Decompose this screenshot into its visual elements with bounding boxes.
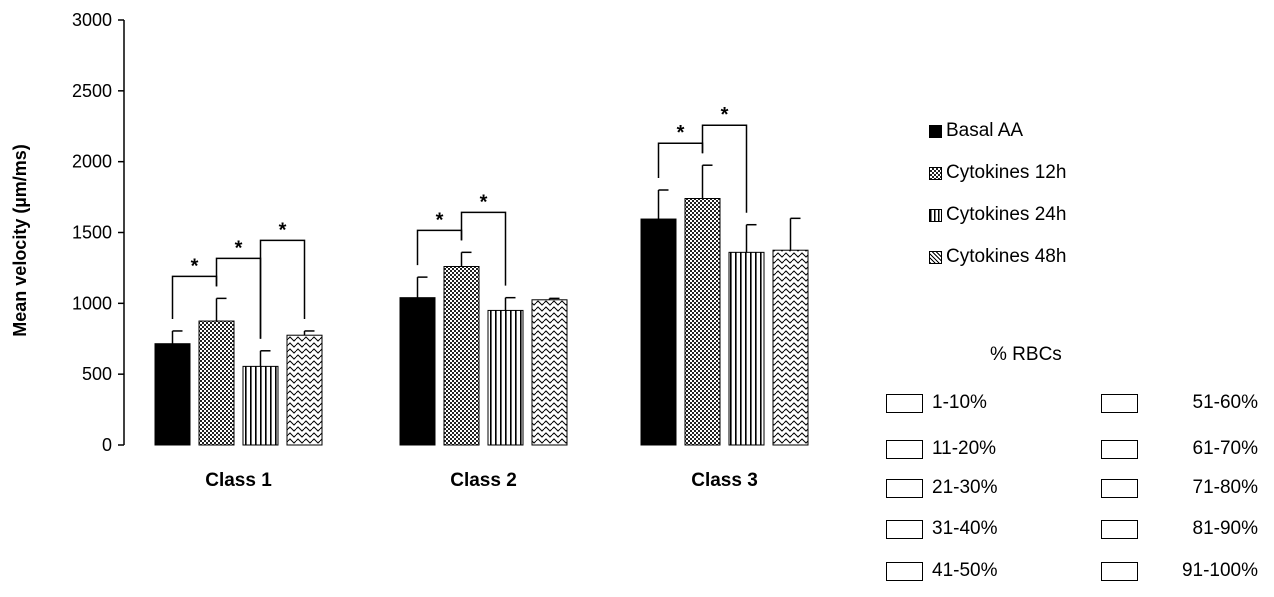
significance-star: * bbox=[235, 237, 243, 259]
rbc-range-label: 21-30% bbox=[932, 477, 998, 498]
legend-item: Cytokines 12h bbox=[929, 152, 1066, 194]
legend-swatch bbox=[929, 250, 942, 264]
rbc-range-label: 71-80% bbox=[1192, 477, 1259, 498]
legend-label: Basal AA bbox=[946, 120, 1024, 141]
significance-bracket bbox=[657, 142, 704, 178]
y-axis-label: Mean velocity (µm/ms) bbox=[10, 144, 30, 336]
bar-cytokines-48h-class-1 bbox=[286, 334, 323, 446]
legend-swatch bbox=[929, 124, 942, 138]
significance-bracket bbox=[701, 124, 748, 213]
bar-cytokines-12h-class-1 bbox=[198, 320, 235, 446]
significance-bracket bbox=[460, 211, 507, 286]
legend-swatch bbox=[929, 166, 942, 180]
bar-cytokines-48h-class-3 bbox=[772, 249, 809, 446]
rbc-range-label: 91-100% bbox=[1181, 560, 1258, 581]
bar-cytokines-12h-class-3 bbox=[684, 198, 721, 446]
rbc-swatch bbox=[886, 440, 923, 459]
rbc-swatch bbox=[886, 520, 923, 539]
rbc-swatch bbox=[1101, 562, 1138, 581]
rbc-range-label: 1-10% bbox=[932, 392, 987, 413]
x-category-label: Class 1 bbox=[205, 470, 272, 491]
y-tick-label: 0 bbox=[102, 435, 112, 455]
rbc-swatch bbox=[1101, 479, 1138, 498]
rbc-range-label: 81-90% bbox=[1192, 518, 1259, 539]
bar-cytokines-48h-class-2 bbox=[531, 299, 568, 446]
x-category-label: Class 2 bbox=[450, 470, 517, 491]
significance-star: * bbox=[191, 255, 199, 277]
bar-cytokines-12h-class-2 bbox=[443, 266, 480, 446]
rbc-range-label: 11-20% bbox=[932, 438, 997, 459]
significance-star: * bbox=[480, 191, 488, 213]
bar-basal-aa-class-2 bbox=[399, 297, 436, 446]
bar-cytokines-24h-class-2 bbox=[487, 309, 524, 446]
rbc-range-label: 31-40% bbox=[932, 518, 998, 539]
significance-bracket bbox=[416, 229, 463, 266]
legend-item: Basal AA bbox=[929, 110, 1066, 152]
significance-bracket bbox=[171, 275, 218, 319]
y-tick-label: 2000 bbox=[72, 152, 112, 172]
y-tick-label: 1000 bbox=[72, 293, 112, 313]
legend-item: Cytokines 48h bbox=[929, 236, 1066, 278]
bar-cytokines-24h-class-1 bbox=[242, 365, 279, 446]
y-tick-label: 3000 bbox=[72, 10, 112, 30]
rbc-swatch bbox=[1101, 520, 1138, 539]
bar-cytokines-24h-class-3 bbox=[728, 251, 765, 446]
rbc-swatch bbox=[886, 394, 923, 413]
significance-star: * bbox=[436, 209, 444, 231]
rbc-swatch bbox=[1101, 394, 1138, 413]
y-tick-label: 500 bbox=[82, 364, 112, 384]
legend-swatch bbox=[929, 208, 942, 222]
legend-item: Cytokines 24h bbox=[929, 194, 1066, 236]
rbc-swatch bbox=[1101, 440, 1138, 459]
y-tick-label: 1500 bbox=[72, 223, 112, 243]
legend-label: Cytokines 48h bbox=[946, 246, 1067, 267]
significance-star: * bbox=[677, 122, 685, 144]
legend-label: Cytokines 24h bbox=[946, 204, 1067, 225]
rbc-range-label: 61-70% bbox=[1192, 438, 1259, 459]
significance-star: * bbox=[279, 219, 287, 241]
x-category-label: Class 3 bbox=[691, 470, 758, 491]
rbc-legend-title: % RBCs bbox=[990, 344, 1062, 365]
rbc-swatch bbox=[886, 562, 923, 581]
bar-basal-aa-class-3 bbox=[640, 218, 677, 446]
rbc-range-label: 41-50% bbox=[932, 560, 998, 581]
significance-star: * bbox=[721, 104, 729, 126]
y-tick-label: 2500 bbox=[72, 81, 112, 101]
significance-bracket bbox=[259, 239, 306, 339]
legend-label: Cytokines 12h bbox=[946, 162, 1067, 183]
series-legend: Basal AA Cytokines 12h Cytokines 24h Cytoki… bbox=[929, 110, 1066, 278]
rbc-swatch bbox=[886, 479, 923, 498]
rbc-range-label: 51-60% bbox=[1192, 392, 1259, 413]
bar-basal-aa-class-1 bbox=[154, 343, 191, 446]
